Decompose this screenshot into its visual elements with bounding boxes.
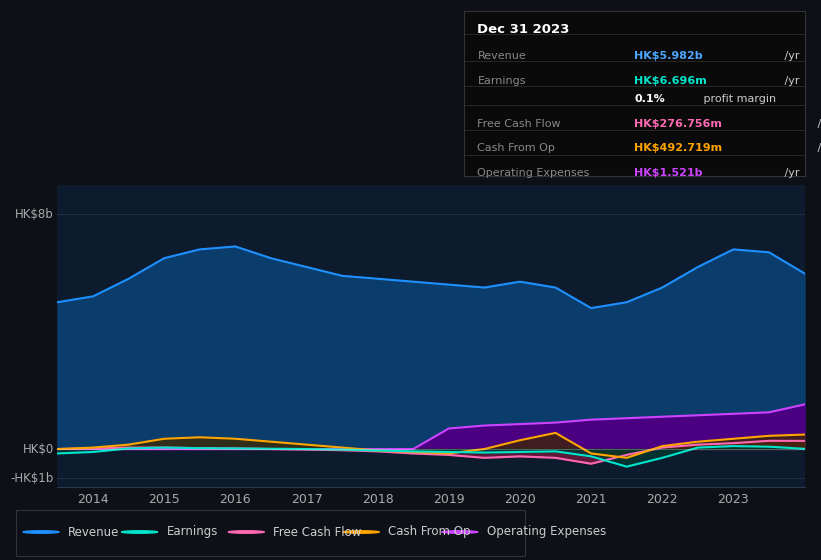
Circle shape	[122, 531, 158, 533]
Text: HK$6.696m: HK$6.696m	[635, 76, 707, 86]
Text: Revenue: Revenue	[68, 525, 120, 539]
Text: HK$492.719m: HK$492.719m	[635, 143, 722, 153]
Text: -HK$1b: -HK$1b	[11, 472, 53, 485]
Text: HK$5.982b: HK$5.982b	[635, 51, 703, 61]
Text: Free Cash Flow: Free Cash Flow	[273, 525, 362, 539]
Text: Dec 31 2023: Dec 31 2023	[478, 23, 570, 36]
Circle shape	[23, 531, 59, 533]
Text: HK$0: HK$0	[22, 442, 53, 455]
Text: Cash From Op: Cash From Op	[388, 525, 470, 539]
Text: Free Cash Flow: Free Cash Flow	[478, 119, 561, 129]
Text: /yr: /yr	[782, 76, 800, 86]
Text: /yr: /yr	[814, 143, 821, 153]
Text: HK$276.756m: HK$276.756m	[635, 119, 722, 129]
Text: /yr: /yr	[782, 168, 800, 178]
Text: profit margin: profit margin	[699, 94, 776, 104]
Text: 0.1%: 0.1%	[635, 94, 665, 104]
Text: HK$8b: HK$8b	[15, 208, 53, 221]
Circle shape	[343, 531, 379, 533]
Text: HK$1.521b: HK$1.521b	[635, 168, 703, 178]
Circle shape	[228, 531, 264, 533]
Text: Operating Expenses: Operating Expenses	[478, 168, 589, 178]
Text: Earnings: Earnings	[167, 525, 218, 539]
Text: Cash From Op: Cash From Op	[478, 143, 555, 153]
Circle shape	[442, 531, 478, 533]
Text: Revenue: Revenue	[478, 51, 526, 61]
Text: Earnings: Earnings	[478, 76, 526, 86]
Bar	[16, 510, 525, 556]
Text: /yr: /yr	[782, 51, 800, 61]
Text: Operating Expenses: Operating Expenses	[487, 525, 606, 539]
Text: /yr: /yr	[814, 119, 821, 129]
